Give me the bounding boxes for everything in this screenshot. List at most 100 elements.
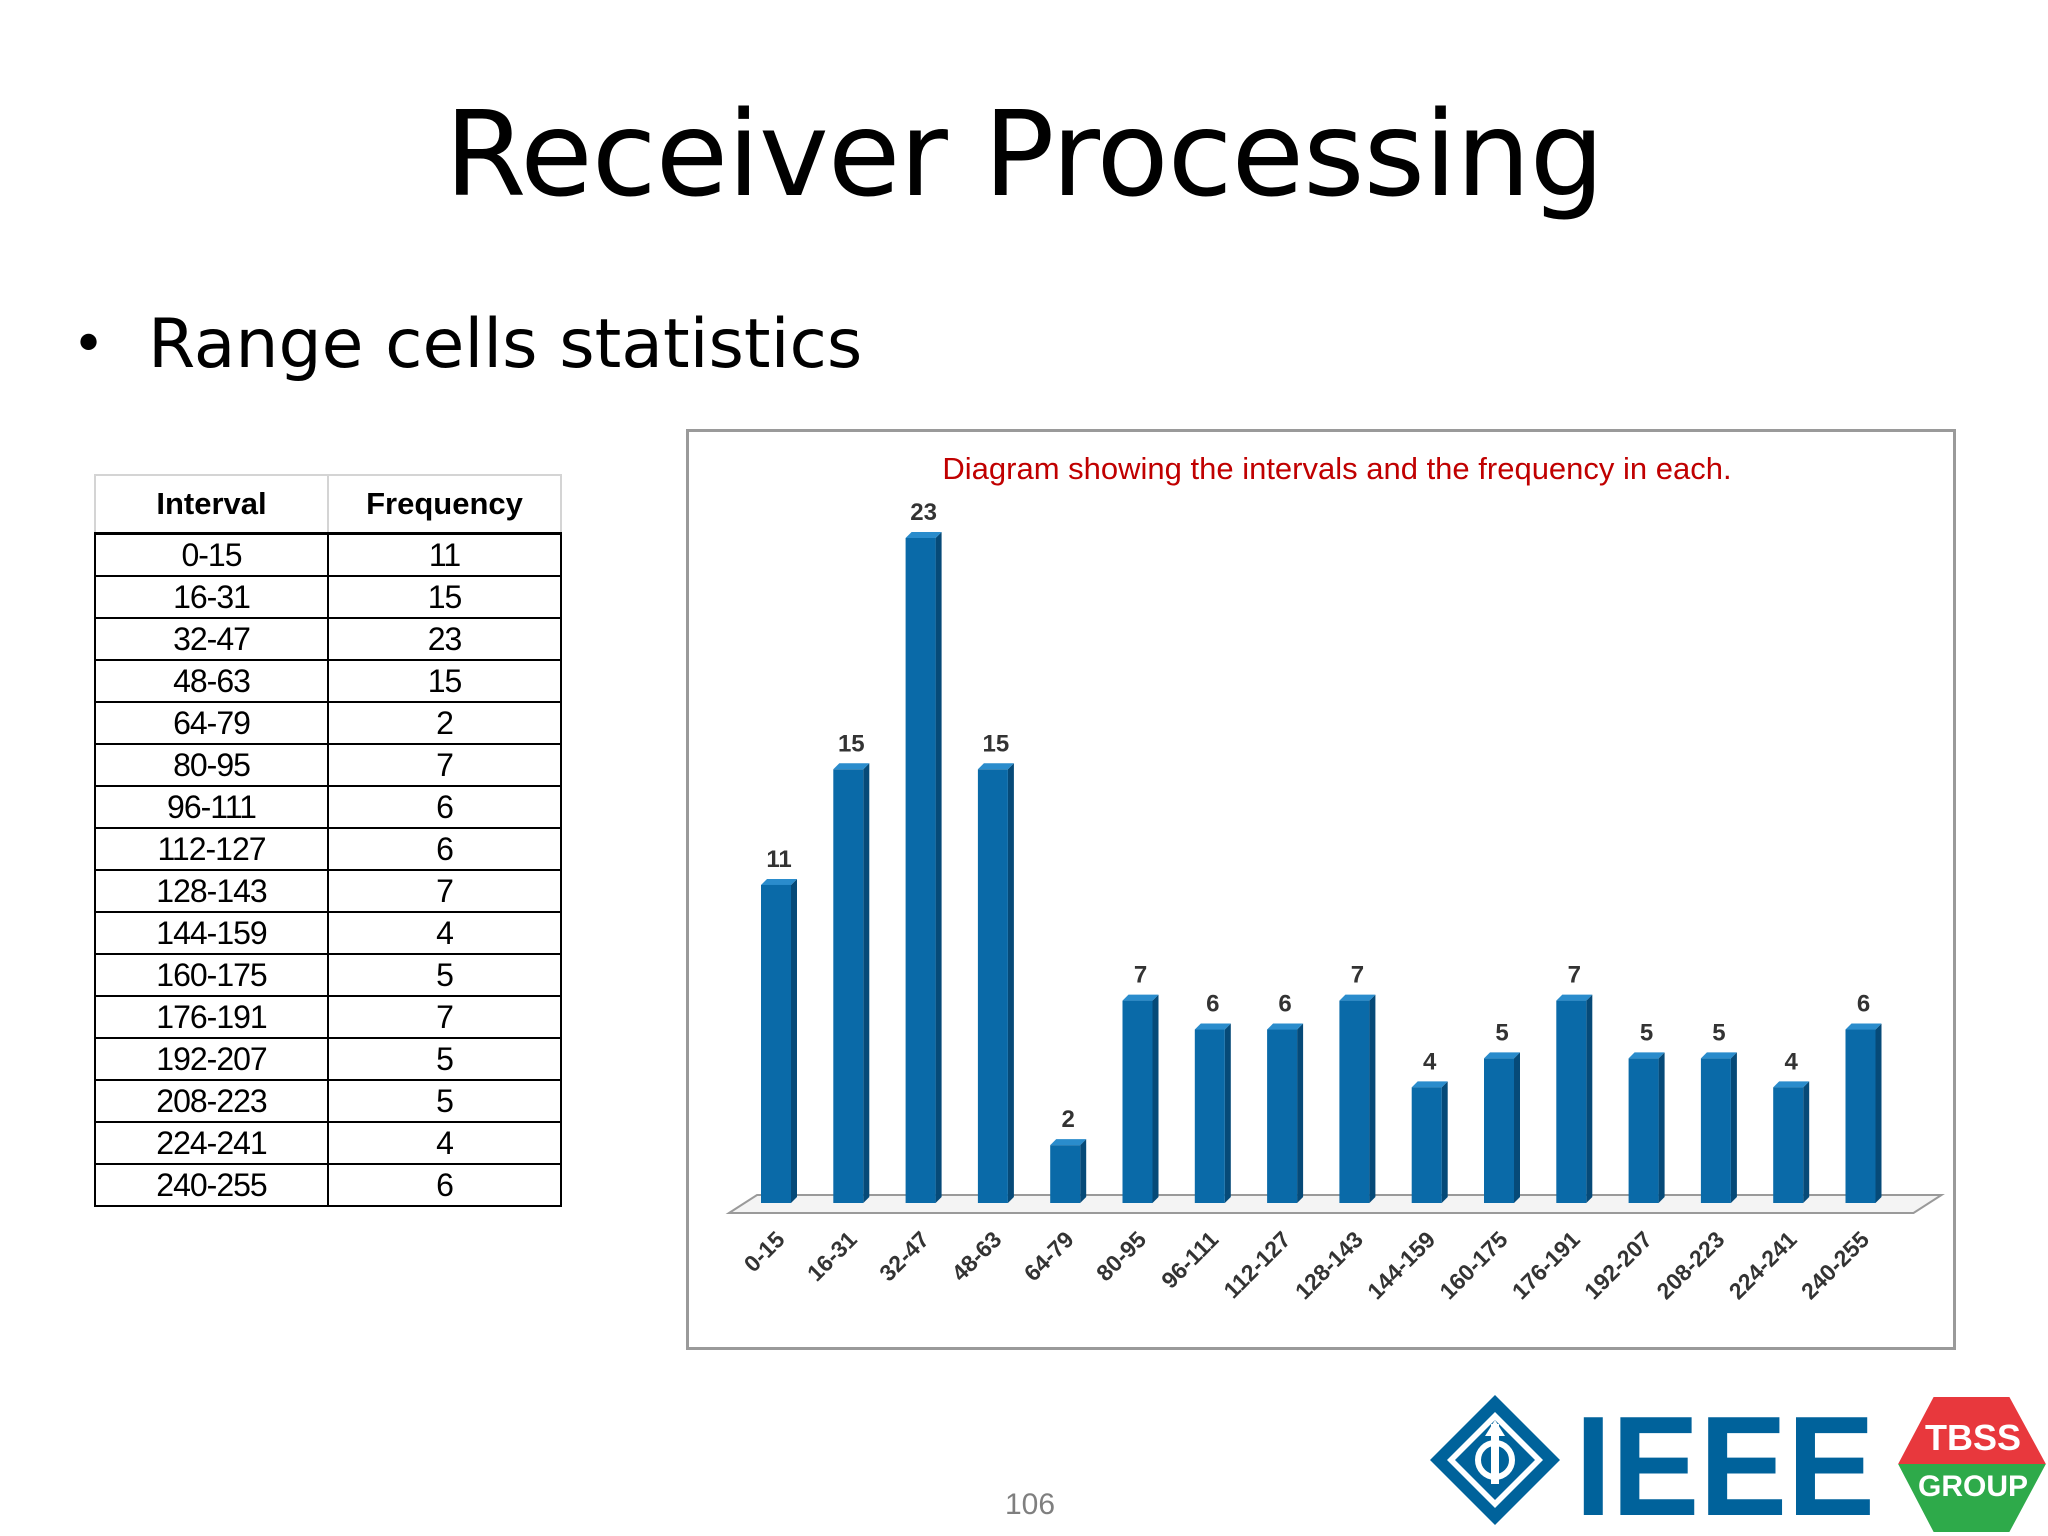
category-label: 128-143 bbox=[1290, 1226, 1368, 1304]
frequency-cell: 4 bbox=[327, 911, 562, 955]
table-row: 32-47 23 bbox=[94, 617, 562, 661]
interval-cell: 112-127 bbox=[94, 827, 329, 871]
table-header-row: Interval Frequency bbox=[94, 474, 562, 535]
bar-176-191 bbox=[1556, 994, 1593, 1203]
value-label: 7 bbox=[1134, 962, 1147, 989]
value-label: 6 bbox=[1278, 991, 1291, 1018]
interval-cell: 192-207 bbox=[94, 1037, 329, 1081]
bar-side bbox=[1369, 994, 1376, 1203]
interval-cell: 208-223 bbox=[94, 1079, 329, 1123]
interval-cell: 80-95 bbox=[94, 743, 329, 787]
interval-cell: 32-47 bbox=[94, 617, 329, 661]
frequency-cell: 4 bbox=[327, 1121, 562, 1165]
table-row: 64-79 2 bbox=[94, 701, 562, 745]
category-label: 32-47 bbox=[874, 1226, 934, 1286]
category-label: 80-95 bbox=[1091, 1226, 1151, 1286]
frequency-cell: 7 bbox=[327, 869, 562, 913]
interval-cell: 0-15 bbox=[94, 532, 329, 577]
value-label: 5 bbox=[1640, 1019, 1653, 1046]
category-label: 144-159 bbox=[1362, 1226, 1440, 1304]
bar-128-143 bbox=[1339, 994, 1376, 1203]
value-label: 15 bbox=[983, 730, 1010, 757]
bar-240-255 bbox=[1845, 1023, 1882, 1203]
value-label: 6 bbox=[1857, 991, 1870, 1018]
bar-front bbox=[833, 769, 864, 1203]
interval-frequency-table: Interval Frequency 0-15 11 16-31 15 32-47 23 4… bbox=[94, 474, 562, 1207]
table-row: 192-207 5 bbox=[94, 1037, 562, 1081]
bar-top bbox=[1628, 1052, 1665, 1059]
bar-top bbox=[977, 763, 1014, 770]
value-label: 4 bbox=[1785, 1048, 1799, 1075]
bar-front bbox=[1556, 1000, 1587, 1203]
bar-side bbox=[1152, 994, 1159, 1203]
interval-cell: 224-241 bbox=[94, 1121, 329, 1165]
bar-front bbox=[1484, 1058, 1514, 1203]
value-label: 7 bbox=[1568, 962, 1581, 989]
bar-192-207 bbox=[1628, 1052, 1665, 1203]
bar-top bbox=[1556, 994, 1593, 1001]
bar-front bbox=[1050, 1145, 1081, 1203]
value-label: 7 bbox=[1351, 962, 1364, 989]
frequency-cell: 5 bbox=[327, 953, 562, 997]
bar-chart: Diagram showing the intervals and the fr… bbox=[725, 451, 1945, 1304]
bar-side bbox=[1297, 1023, 1304, 1203]
interval-cell: 16-31 bbox=[94, 575, 329, 619]
interval-cell: 128-143 bbox=[94, 869, 329, 913]
bar-side bbox=[1080, 1139, 1087, 1203]
bar-side bbox=[1586, 994, 1593, 1203]
value-label: 5 bbox=[1712, 1019, 1725, 1046]
category-labels: 0-15 16-31 32-47 48-63 64-79 80-95 96-111112-1… bbox=[739, 1226, 1875, 1304]
value-label: 11 bbox=[766, 846, 791, 873]
frequency-cell: 15 bbox=[327, 575, 562, 619]
bar-144-159 bbox=[1411, 1081, 1448, 1203]
interval-cell: 176-191 bbox=[94, 995, 329, 1039]
frequency-cell: 6 bbox=[327, 827, 562, 871]
table-row: 224-241 4 bbox=[94, 1121, 562, 1165]
bar-front bbox=[1411, 1087, 1442, 1203]
bar-top bbox=[1267, 1023, 1304, 1030]
interval-cell: 240-255 bbox=[94, 1163, 329, 1207]
header-frequency: Frequency bbox=[327, 474, 562, 535]
bullet-dot-icon: • bbox=[72, 312, 106, 377]
table-body: 0-15 11 16-31 15 32-47 23 48-63 15 64-79 2 80-95 7 9… bbox=[94, 532, 562, 1207]
bar-side bbox=[935, 532, 942, 1203]
frequency-cell: 5 bbox=[327, 1079, 562, 1123]
bar-side bbox=[1875, 1023, 1882, 1203]
value-label: 15 bbox=[838, 730, 865, 757]
table-row: 128-143 7 bbox=[94, 869, 562, 913]
category-label: 240-255 bbox=[1796, 1226, 1874, 1304]
category-label: 0-15 bbox=[739, 1226, 790, 1277]
category-label: 48-63 bbox=[946, 1226, 1006, 1286]
category-label: 112-127 bbox=[1218, 1226, 1295, 1303]
interval-cell: 96-111 bbox=[94, 785, 329, 829]
bar-top bbox=[761, 878, 797, 885]
bar-top bbox=[905, 532, 942, 538]
interval-cell: 64-79 bbox=[94, 701, 329, 745]
bars bbox=[761, 532, 1882, 1203]
bar-top bbox=[1411, 1081, 1448, 1088]
table-row: 48-63 15 bbox=[94, 659, 562, 703]
bar-top bbox=[1484, 1052, 1520, 1059]
bar-side bbox=[1007, 763, 1014, 1203]
chart-title: Diagram showing the intervals and the fr… bbox=[942, 451, 1731, 486]
bar-top bbox=[1050, 1139, 1087, 1146]
bar-front bbox=[977, 769, 1008, 1203]
table-row: 160-175 5 bbox=[94, 953, 562, 997]
bar-side bbox=[791, 878, 797, 1203]
frequency-cell: 23 bbox=[327, 617, 562, 661]
table-row: 0-15 11 bbox=[94, 532, 562, 577]
bar-top bbox=[1700, 1052, 1737, 1059]
page-number: 106 bbox=[1004, 1488, 1056, 1521]
ieee-wordmark: IEEE bbox=[1575, 1390, 1875, 1530]
table-row: 16-31 15 bbox=[94, 575, 562, 619]
bar-64-79 bbox=[1050, 1139, 1087, 1203]
bar-0-15 bbox=[761, 878, 797, 1203]
bar-front bbox=[1194, 1029, 1225, 1203]
tbss-hexagon-icon bbox=[1897, 1396, 2047, 1464]
category-label: 208-223 bbox=[1651, 1226, 1729, 1304]
header-interval: Interval bbox=[94, 474, 329, 535]
frequency-cell: 5 bbox=[327, 1037, 562, 1081]
bar-208-223 bbox=[1700, 1052, 1737, 1203]
interval-cell: 48-63 bbox=[94, 659, 329, 703]
bar-112-127 bbox=[1267, 1023, 1304, 1203]
